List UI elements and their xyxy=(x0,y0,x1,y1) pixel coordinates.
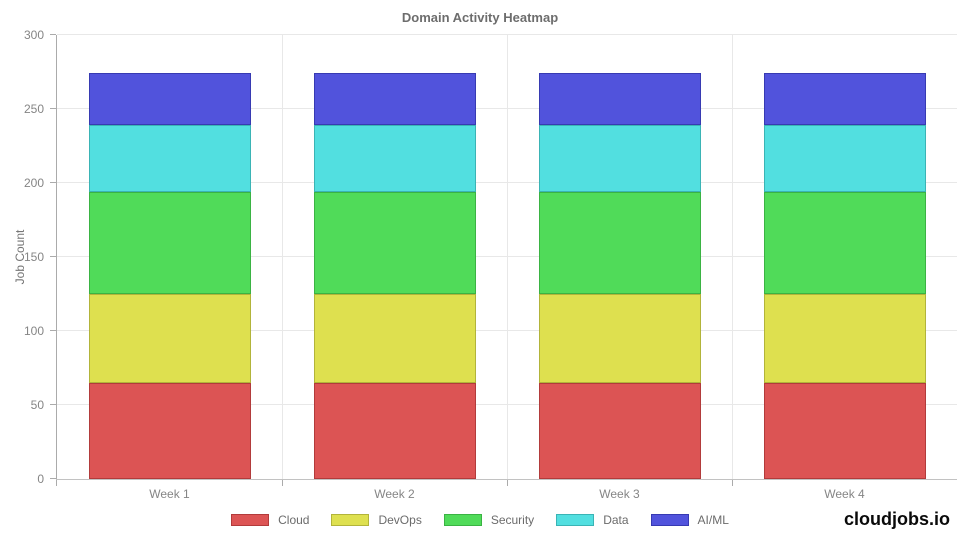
bar-segment-data[interactable] xyxy=(764,125,926,192)
legend-item-cloud[interactable]: Cloud xyxy=(231,513,309,527)
legend-label: Security xyxy=(490,513,535,527)
y-tick-mark xyxy=(50,256,56,257)
y-tick-mark xyxy=(50,108,56,109)
bar-segment-devops[interactable] xyxy=(89,294,251,383)
plot-area: 0 50 100 150 200 250 300 Week 1 Week 2 Week 3 Week… xyxy=(24,28,957,501)
bar-segment-security[interactable] xyxy=(314,192,476,294)
legend-item-aiml[interactable]: AI/ML xyxy=(650,513,729,527)
bar-segment-cloud[interactable] xyxy=(764,383,926,479)
bar-segment-data[interactable] xyxy=(314,125,476,192)
x-tick-label: Week 3 xyxy=(599,487,640,501)
legend-item-data[interactable]: Data xyxy=(556,513,629,527)
legend-swatch-icon xyxy=(331,514,370,526)
x-tick-label: Week 2 xyxy=(374,487,415,501)
bar-segment-aiml[interactable] xyxy=(89,73,251,125)
y-tick-label: 150 xyxy=(23,250,44,264)
legend-label: Data xyxy=(603,513,629,527)
bar-segment-aiml[interactable] xyxy=(314,73,476,125)
y-tick-mark xyxy=(50,34,56,35)
y-tick-label: 250 xyxy=(23,102,44,116)
bar-segment-security[interactable] xyxy=(764,192,926,294)
legend-item-security[interactable]: Security xyxy=(443,513,535,527)
brand-logo: cloudjobs.io xyxy=(844,509,950,529)
y-tick-label: 300 xyxy=(23,28,44,42)
x-axis-line xyxy=(56,479,957,480)
x-tick-mark xyxy=(507,480,508,486)
legend-label: AI/ML xyxy=(697,513,729,527)
bar-segment-data[interactable] xyxy=(539,125,701,192)
bar-segment-aiml[interactable] xyxy=(539,73,701,125)
y-tick-label: 0 xyxy=(37,472,44,486)
x-tick-mark xyxy=(56,480,57,486)
bar-segment-devops[interactable] xyxy=(764,294,926,383)
legend-label: DevOps xyxy=(378,513,422,527)
bar-segment-devops[interactable] xyxy=(314,294,476,383)
chart-title: Domain Activity Heatmap xyxy=(401,10,559,25)
bar-segment-cloud[interactable] xyxy=(314,383,476,479)
y-tick-mark xyxy=(50,182,56,183)
bar-segment-devops[interactable] xyxy=(539,294,701,383)
x-tick-label: Week 1 xyxy=(149,487,190,501)
legend-item-devops[interactable]: DevOps xyxy=(331,513,422,527)
legend-swatch-icon xyxy=(231,514,270,526)
gridline-vertical xyxy=(507,35,508,479)
legend-swatch-icon xyxy=(650,514,689,526)
bar-segment-security[interactable] xyxy=(89,192,251,294)
bar-segment-cloud[interactable] xyxy=(89,383,251,479)
legend-swatch-icon xyxy=(556,514,595,526)
gridline-horizontal xyxy=(57,34,957,35)
x-tick-mark xyxy=(282,480,283,486)
bar-segment-aiml[interactable] xyxy=(764,73,926,125)
gridline-vertical xyxy=(732,35,733,479)
bar-segment-cloud[interactable] xyxy=(539,383,701,479)
legend-label: Cloud xyxy=(278,513,310,527)
y-tick-mark xyxy=(50,478,56,479)
y-tick-label: 200 xyxy=(23,176,44,190)
bar-segment-security[interactable] xyxy=(539,192,701,294)
bar-segment-data[interactable] xyxy=(89,125,251,192)
legend: Cloud DevOps Security Data AI/ML xyxy=(0,513,960,527)
y-tick-mark xyxy=(50,330,56,331)
y-tick-label: 50 xyxy=(30,398,44,412)
legend-swatch-icon xyxy=(443,514,482,526)
gridline-vertical xyxy=(282,35,283,479)
x-tick-label: Week 4 xyxy=(824,487,865,501)
y-tick-mark xyxy=(50,404,56,405)
x-tick-mark xyxy=(732,480,733,486)
y-tick-label: 100 xyxy=(23,324,44,338)
y-axis-line xyxy=(56,35,57,485)
